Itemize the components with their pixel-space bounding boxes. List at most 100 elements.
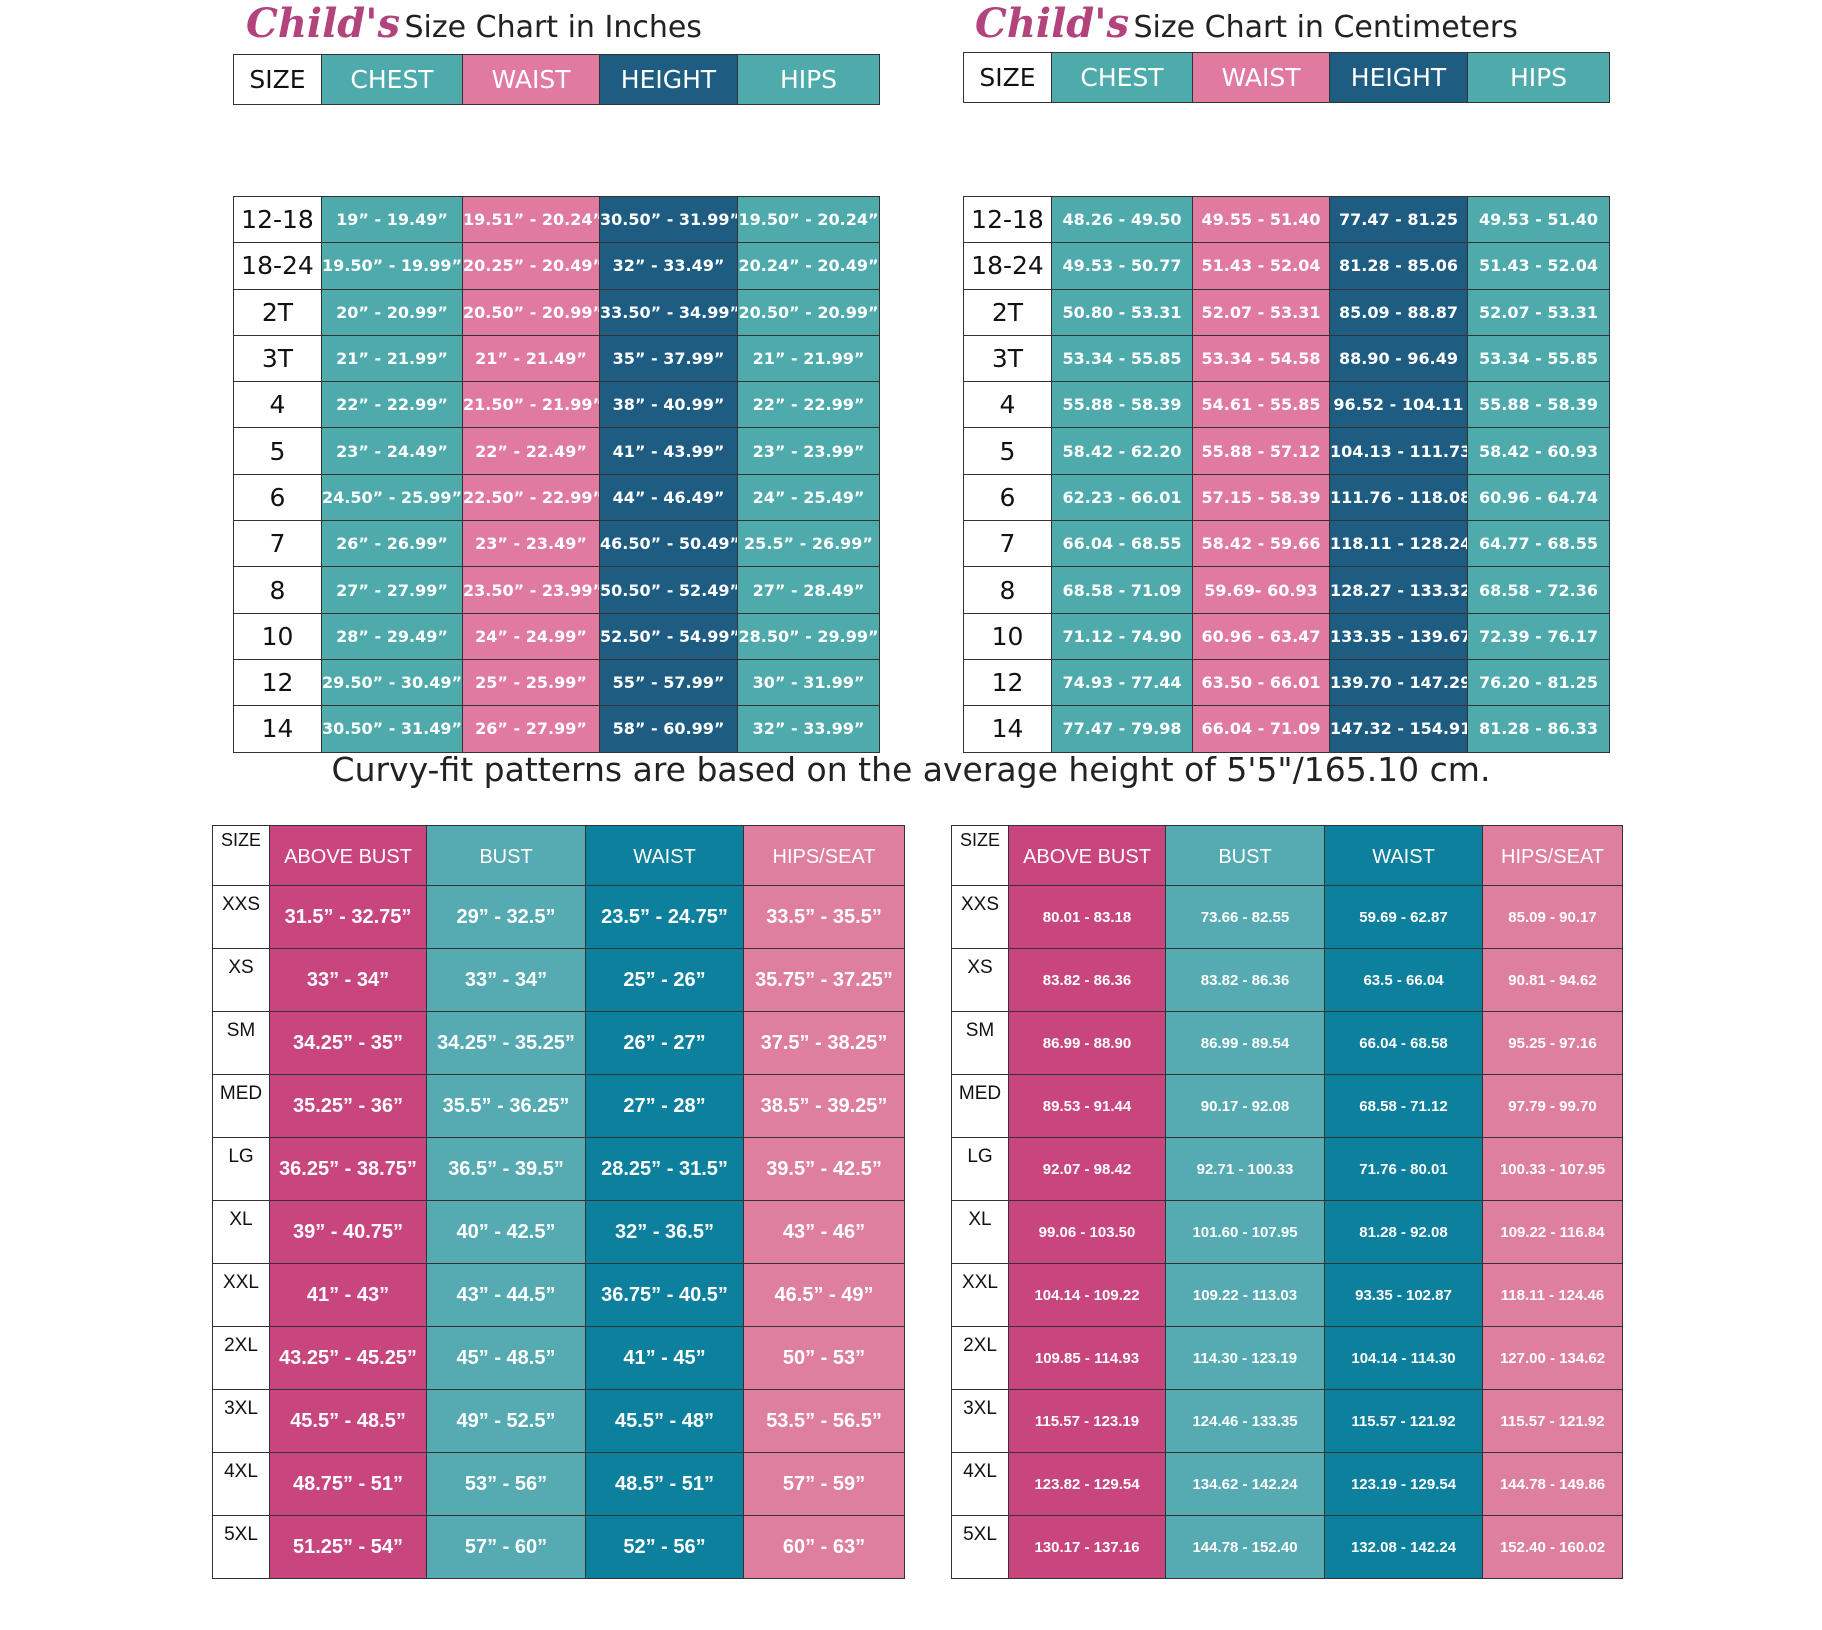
table-row: 18-24 49.53 - 50.77 51.43 - 52.04 81.28 - 8… (963, 242, 1610, 290)
value-cell: 28.25” - 31.5” (585, 1137, 744, 1201)
value-cell: 20.50” - 20.99” (462, 288, 600, 336)
value-cell: 71.12 - 74.90 (1051, 612, 1193, 660)
child-inches-title: Child's Size Chart in Inches (246, 0, 702, 50)
column-header: WAIST (462, 54, 600, 105)
value-cell: 49.53 - 50.77 (1051, 242, 1193, 290)
value-cell: 57” - 60” (426, 1515, 586, 1579)
size-cell: MED (951, 1074, 1009, 1138)
value-cell: 88.90 - 96.49 (1329, 334, 1468, 383)
column-header: ABOVE BUST (1008, 825, 1166, 886)
value-cell: 83.82 - 86.36 (1008, 948, 1166, 1012)
value-cell: 58” - 60.99” (599, 705, 738, 753)
value-cell: 68.58 - 71.12 (1324, 1074, 1483, 1138)
adult-inches-table: SIZE ABOVE BUST BUST WAIST HIPS/SEAT XXS 31.5”… (212, 825, 905, 1579)
value-cell: 130.17 - 137.16 (1008, 1515, 1166, 1579)
value-cell: 62.23 - 66.01 (1051, 473, 1193, 522)
table-row: XS 33” - 34” 33” - 34” 25” - 26” 35.75” - 37… (212, 948, 905, 1012)
value-cell: 58.42 - 62.20 (1051, 427, 1193, 475)
table-row: SM 86.99 - 88.90 86.99 - 89.54 66.04 - 68.5… (951, 1011, 1623, 1075)
adult-cm-table: SIZE ABOVE BUST BUST WAIST HIPS/SEAT XXS 80.01… (951, 825, 1623, 1579)
table-row: 6 24.50” - 25.99” 22.50” - 22.99” 44” - 46.… (233, 473, 880, 522)
value-cell: 22” - 22.99” (737, 381, 880, 429)
value-cell: 43.25” - 45.25” (269, 1326, 427, 1390)
value-cell: 53” - 56” (426, 1452, 586, 1516)
value-cell: 35” - 37.99” (599, 334, 738, 383)
value-cell: 77.47 - 79.98 (1051, 705, 1193, 753)
value-cell: 101.60 - 107.95 (1165, 1200, 1325, 1264)
value-cell: 51.43 - 52.04 (1192, 242, 1330, 290)
value-cell: 89.53 - 91.44 (1008, 1074, 1166, 1138)
value-cell: 49.53 - 51.40 (1467, 195, 1610, 244)
column-header: WAIST (585, 825, 744, 886)
column-header: HIPS/SEAT (743, 825, 905, 886)
value-cell: 53.5” - 56.5” (743, 1389, 905, 1453)
value-cell: 36.75” - 40.5” (585, 1263, 744, 1327)
value-cell: 40” - 42.5” (426, 1200, 586, 1264)
value-cell: 132.08 - 142.24 (1324, 1515, 1483, 1579)
value-cell: 85.09 - 88.87 (1329, 288, 1468, 336)
table-row: MED 35.25” - 36” 35.5” - 36.25” 27” - 28” 38… (212, 1074, 905, 1138)
value-cell: 25.5” - 26.99” (737, 520, 880, 568)
value-cell: 20.24” - 20.49” (737, 242, 880, 290)
value-cell: 77.47 - 81.25 (1329, 195, 1468, 244)
size-cell: 2T (233, 288, 322, 336)
size-cell: 4 (963, 381, 1052, 429)
value-cell: 32” - 33.49” (599, 242, 738, 290)
value-cell: 60.96 - 63.47 (1192, 612, 1330, 660)
value-cell: 38.5” - 39.25” (743, 1074, 905, 1138)
value-cell: 115.57 - 121.92 (1482, 1389, 1623, 1453)
column-header: BUST (426, 825, 586, 886)
table-row: 7 26” - 26.99” 23” - 23.49” 46.50” - 50.49”… (233, 520, 880, 568)
value-cell: 92.71 - 100.33 (1165, 1137, 1325, 1201)
size-cell: XS (212, 948, 270, 1012)
value-cell: 118.11 - 128.24 (1329, 520, 1468, 568)
value-cell: 123.19 - 129.54 (1324, 1452, 1483, 1516)
column-header: BUST (1165, 825, 1325, 886)
value-cell: 55.88 - 57.12 (1192, 427, 1330, 475)
table-row: 4XL 123.82 - 129.54 134.62 - 142.24 123.19 … (951, 1452, 1623, 1516)
size-cell: 5 (963, 427, 1052, 475)
value-cell: 72.39 - 76.17 (1467, 612, 1610, 660)
value-cell: 66.04 - 68.55 (1051, 520, 1193, 568)
value-cell: 64.77 - 68.55 (1467, 520, 1610, 568)
child-inches-header-table: SIZE CHEST WAIST HEIGHT HIPS (233, 54, 880, 105)
value-cell: 27” - 28.49” (737, 566, 880, 614)
size-cell: XL (951, 1200, 1009, 1264)
size-cell: 4XL (951, 1452, 1009, 1516)
value-cell: 123.82 - 129.54 (1008, 1452, 1166, 1516)
value-cell: 92.07 - 98.42 (1008, 1137, 1166, 1201)
column-header: HEIGHT (1329, 52, 1468, 103)
title-rest: Size Chart in Inches (404, 10, 702, 45)
value-cell: 86.99 - 88.90 (1008, 1011, 1166, 1075)
table-row: 14 77.47 - 79.98 66.04 - 71.09 147.32 - 154… (963, 705, 1610, 753)
value-cell: 43” - 46” (743, 1200, 905, 1264)
size-cell: SM (212, 1011, 270, 1075)
table-row: 2XL 109.85 - 114.93 114.30 - 123.19 104.14 … (951, 1326, 1623, 1390)
value-cell: 20.25” - 20.49” (462, 242, 600, 290)
size-cell: 14 (233, 705, 322, 753)
table-row: 10 71.12 - 74.90 60.96 - 63.47 133.35 - 139… (963, 612, 1610, 660)
value-cell: 147.32 - 154.91 (1329, 705, 1468, 753)
value-cell: 23” - 23.49” (462, 520, 600, 568)
value-cell: 44” - 46.49” (599, 473, 738, 522)
size-cell: 14 (963, 705, 1052, 753)
value-cell: 66.04 - 71.09 (1192, 705, 1330, 753)
value-cell: 114.30 - 123.19 (1165, 1326, 1325, 1390)
table-row: 2T 20” - 20.99” 20.50” - 20.99” 33.50” - 34… (233, 288, 880, 336)
value-cell: 21” - 21.49” (462, 334, 600, 383)
value-cell: 52.07 - 53.31 (1467, 288, 1610, 336)
table-row: 5XL 51.25” - 54” 57” - 60” 52” - 56” 60” - 6… (212, 1515, 905, 1579)
value-cell: 85.09 - 90.17 (1482, 885, 1623, 949)
value-cell: 66.04 - 68.58 (1324, 1011, 1483, 1075)
value-cell: 50.80 - 53.31 (1051, 288, 1193, 336)
value-cell: 19.50” - 20.24” (737, 195, 880, 244)
value-cell: 35.75” - 37.25” (743, 948, 905, 1012)
value-cell: 90.17 - 92.08 (1165, 1074, 1325, 1138)
value-cell: 53.34 - 55.85 (1467, 334, 1610, 383)
value-cell: 134.62 - 142.24 (1165, 1452, 1325, 1516)
value-cell: 118.11 - 124.46 (1482, 1263, 1623, 1327)
value-cell: 34.25” - 35.25” (426, 1011, 586, 1075)
value-cell: 29” - 32.5” (426, 885, 586, 949)
column-header: WAIST (1192, 52, 1330, 103)
column-header: WAIST (1324, 825, 1483, 886)
